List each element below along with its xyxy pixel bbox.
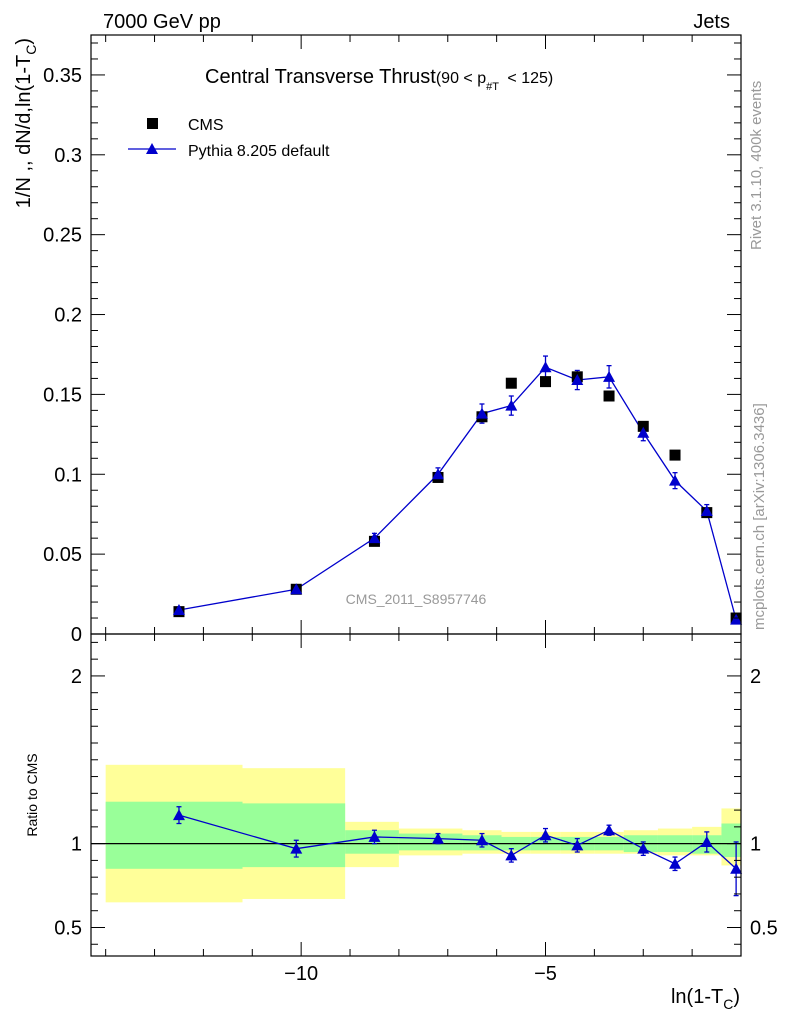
pythia-point-9 bbox=[637, 426, 650, 438]
ratio-point-9 bbox=[637, 842, 650, 854]
x-axis-label-main: ln(1-T bbox=[671, 986, 723, 1008]
pythia-line-group bbox=[178, 366, 737, 620]
pythia-line bbox=[178, 366, 737, 620]
x-tick-label-0: −10 bbox=[284, 963, 318, 985]
ratio-point-5 bbox=[505, 849, 518, 861]
cms-point-10 bbox=[669, 449, 681, 461]
axis-ticks bbox=[91, 35, 742, 956]
ratio-point-4 bbox=[475, 834, 488, 846]
y-tick-label-7: 0.35 bbox=[43, 65, 82, 87]
legend-pythia-marker bbox=[146, 143, 158, 154]
ratio-band-green bbox=[105, 801, 741, 869]
pythia-point-1 bbox=[290, 583, 303, 595]
legend-cms-marker bbox=[147, 118, 158, 129]
ratio-points bbox=[172, 806, 743, 897]
legend: CMS Pythia 8.205 default bbox=[128, 117, 330, 160]
ratio-tick-label-left-1: 1 bbox=[71, 834, 82, 856]
legend-cms-label: CMS bbox=[188, 117, 224, 134]
chart-title: Central Transverse Thrust(90 < p#T < 125… bbox=[205, 66, 553, 93]
header-energy: 7000 GeV pp bbox=[103, 11, 221, 33]
cms-point-6 bbox=[540, 376, 552, 388]
ratio-point-3 bbox=[431, 832, 444, 844]
analysis-watermark: CMS_2011_S8957746 bbox=[346, 591, 487, 607]
y-axis-label-main: 1/N ,, dN/d,ln(1-T bbox=[13, 55, 35, 208]
pythia-point-10 bbox=[669, 474, 682, 486]
band-green-12 bbox=[721, 823, 741, 858]
header-process: Jets bbox=[693, 11, 730, 33]
cms-point-8 bbox=[603, 390, 615, 402]
pythia-point-0 bbox=[172, 604, 185, 616]
ratio-tick-label-right-1: 1 bbox=[750, 834, 761, 856]
cms-points bbox=[173, 371, 742, 624]
ratio-point-2 bbox=[368, 830, 381, 842]
pythia-point-8 bbox=[603, 370, 616, 382]
chart-title-main: Central Transverse Thrust bbox=[205, 66, 436, 88]
y-tick-label-5: 0.25 bbox=[43, 225, 82, 247]
pythia-errorbars bbox=[176, 355, 739, 622]
ratio-y-axis-label: Ratio to CMS bbox=[24, 753, 40, 836]
ratio-point-12 bbox=[730, 862, 743, 874]
x-tick-label-1: −5 bbox=[534, 963, 557, 985]
ratio-tick-label-right-0: 0.5 bbox=[750, 917, 778, 939]
y-tick-label-6: 0.3 bbox=[54, 145, 82, 167]
band-green-3 bbox=[398, 833, 463, 851]
x-axis-label-close: ) bbox=[733, 986, 740, 1008]
ratio-plot-frame bbox=[90, 633, 742, 957]
x-axis-label-sub: C bbox=[723, 996, 733, 1012]
ratio-point-10 bbox=[669, 857, 682, 869]
ratio-point-11 bbox=[700, 835, 713, 847]
chart-title-sub-open: (90 < p bbox=[436, 70, 486, 87]
pythia-point-5 bbox=[505, 399, 518, 411]
y-tick-label-3: 0.15 bbox=[43, 384, 82, 406]
y-tick-label-4: 0.2 bbox=[54, 305, 82, 327]
ratio-point-6 bbox=[539, 829, 552, 841]
axis-tick-labels: −10 −5 0 0.05 0.1 0.15 0.2 0.25 0.3 0.35 0.5 0.5 1 1 2… bbox=[43, 65, 778, 985]
rivet-version-label: Rivet 3.1.10, 400k events bbox=[748, 81, 765, 250]
ratio-point-8 bbox=[603, 824, 616, 836]
chart-title-sub-script: #T bbox=[486, 81, 499, 93]
y-axis-label-close: ) bbox=[13, 38, 35, 45]
ratio-point-1 bbox=[290, 842, 303, 854]
mcplots-label: mcplots.cern.ch [arXiv:1306.3436] bbox=[751, 403, 768, 630]
ratio-point-0 bbox=[172, 809, 185, 821]
ratio-point-7 bbox=[571, 839, 584, 851]
pythia-point-6 bbox=[539, 361, 552, 373]
chart-title-sub-close: < 125) bbox=[503, 70, 553, 87]
y-axis-label-sub: C bbox=[23, 45, 39, 55]
pythia-point-7 bbox=[571, 374, 584, 386]
ratio-tick-label-right-2: 2 bbox=[750, 666, 761, 688]
band-green-0 bbox=[105, 801, 243, 869]
y-tick-label-0: 0 bbox=[71, 624, 82, 646]
legend-pythia-label: Pythia 8.205 default bbox=[188, 143, 330, 160]
y-tick-label-2: 0.1 bbox=[54, 464, 82, 486]
pythia-point-4 bbox=[475, 407, 488, 419]
ratio-tick-label-left-0: 0.5 bbox=[54, 917, 82, 939]
y-tick-label-1: 0.05 bbox=[43, 544, 82, 566]
pythia-point-11 bbox=[700, 505, 713, 517]
pythia-points bbox=[172, 361, 743, 625]
y-axis-label: 1/N ,, dN/d,ln(1-TC) bbox=[13, 38, 39, 208]
band-green-2 bbox=[345, 830, 399, 854]
cms-point-9 bbox=[637, 420, 649, 432]
pythia-point-3 bbox=[431, 468, 444, 480]
ratio-tick-label-left-2: 2 bbox=[71, 666, 82, 688]
cms-point-5 bbox=[505, 377, 517, 389]
pythia-point-2 bbox=[368, 532, 381, 544]
pythia-point-12 bbox=[730, 613, 743, 625]
x-axis-label: ln(1-TC) bbox=[671, 986, 740, 1012]
